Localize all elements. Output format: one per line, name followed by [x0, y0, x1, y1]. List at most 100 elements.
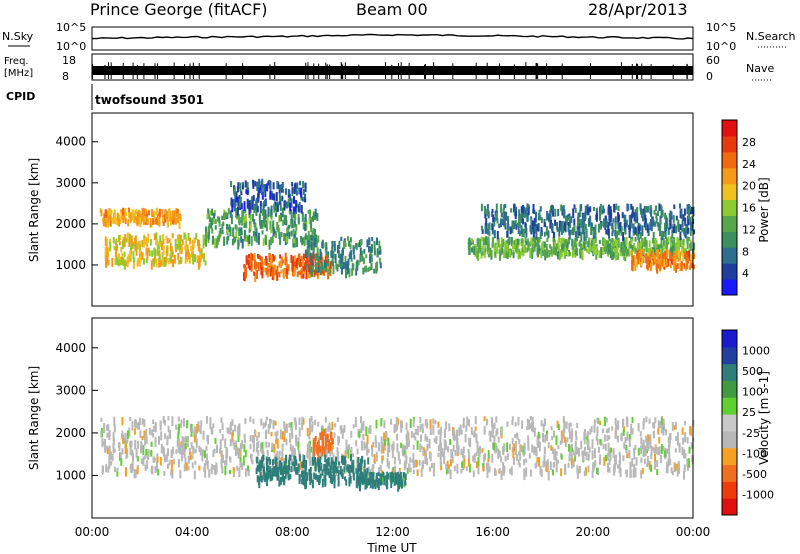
data-cell	[526, 418, 529, 425]
data-cell	[486, 419, 489, 424]
data-cell	[679, 231, 682, 241]
data-cell	[329, 465, 332, 476]
data-cell	[362, 420, 365, 431]
data-cell	[267, 442, 270, 448]
data-cell	[582, 214, 585, 224]
data-cell	[429, 428, 432, 436]
data-cell	[538, 441, 541, 452]
data-cell	[649, 440, 652, 449]
data-cell	[499, 251, 501, 261]
colorbar-tick-label: 24	[742, 158, 756, 171]
data-cell	[588, 245, 591, 255]
noise-tick-left-high: 10^5	[56, 21, 86, 34]
data-cell	[118, 218, 121, 227]
data-cell	[285, 438, 288, 446]
data-cell	[213, 448, 216, 454]
data-cell	[487, 450, 490, 459]
data-cell	[317, 421, 320, 427]
data-cell	[649, 222, 652, 231]
data-cell	[628, 224, 631, 230]
data-cell	[243, 433, 246, 440]
data-cell	[406, 436, 409, 445]
data-cell	[299, 461, 302, 470]
data-cell	[131, 215, 134, 221]
data-cell	[265, 441, 268, 448]
data-cell	[249, 199, 252, 206]
data-cell	[549, 216, 552, 222]
data-cell	[248, 201, 251, 211]
data-cell	[487, 223, 490, 230]
data-cell	[398, 469, 401, 478]
data-cell	[656, 460, 659, 468]
data-cell	[252, 179, 254, 185]
data-cell	[439, 452, 442, 459]
colorbar-tick-label: 16	[742, 202, 756, 215]
data-cell	[205, 445, 208, 451]
data-cell	[408, 464, 411, 471]
data-cell	[691, 208, 694, 214]
data-cell	[177, 432, 180, 441]
data-cell	[240, 462, 243, 467]
data-cell	[259, 201, 262, 207]
data-cell	[291, 263, 294, 272]
data-cell	[501, 242, 504, 248]
data-cell	[345, 268, 347, 279]
data-cell	[485, 236, 488, 245]
data-cell	[295, 459, 298, 466]
data-cell	[162, 217, 164, 222]
data-cell	[273, 443, 276, 453]
data-cell	[562, 429, 565, 439]
data-cell	[264, 422, 267, 428]
data-cell	[599, 439, 602, 445]
data-cell	[623, 245, 626, 254]
data-cell	[690, 442, 693, 450]
data-cell	[584, 467, 587, 476]
data-cell	[376, 237, 378, 246]
data-cell	[173, 258, 176, 264]
data-cell	[275, 212, 277, 217]
data-cell	[167, 448, 169, 457]
data-cell	[260, 475, 263, 483]
data-cell	[548, 213, 551, 223]
data-cell	[371, 472, 374, 479]
data-cell	[316, 269, 319, 277]
data-cell	[314, 253, 317, 263]
data-cell	[211, 228, 214, 234]
data-cell	[332, 472, 335, 482]
data-cell	[276, 438, 279, 449]
data-cell	[684, 421, 686, 426]
data-cell	[356, 475, 359, 482]
data-cell	[346, 262, 349, 270]
data-cell	[615, 230, 618, 240]
data-cell	[565, 244, 568, 250]
data-cell	[613, 247, 616, 253]
data-cell	[331, 421, 334, 430]
data-cell	[639, 224, 642, 231]
data-cell	[542, 241, 545, 251]
data-cell	[549, 210, 552, 216]
data-cell	[551, 222, 553, 231]
data-cell	[503, 443, 506, 452]
data-cell	[555, 462, 558, 473]
data-cell	[416, 425, 419, 436]
data-cell	[246, 190, 249, 195]
data-cell	[332, 466, 335, 476]
data-cell	[171, 459, 174, 467]
data-cell	[190, 432, 193, 437]
data-cell	[299, 262, 302, 268]
data-cell	[594, 236, 597, 243]
data-cell	[113, 448, 116, 453]
data-cell	[395, 424, 398, 432]
data-cell	[371, 481, 374, 489]
data-cell	[105, 445, 108, 450]
data-cell	[585, 228, 588, 238]
data-cell	[664, 429, 667, 436]
data-cell	[216, 444, 218, 454]
data-cell	[225, 212, 228, 218]
data-cell	[105, 256, 108, 264]
data-cell	[565, 217, 568, 225]
data-cell	[591, 470, 594, 478]
data-cell	[297, 441, 300, 450]
data-cell	[345, 479, 348, 486]
data-cell	[365, 426, 368, 437]
